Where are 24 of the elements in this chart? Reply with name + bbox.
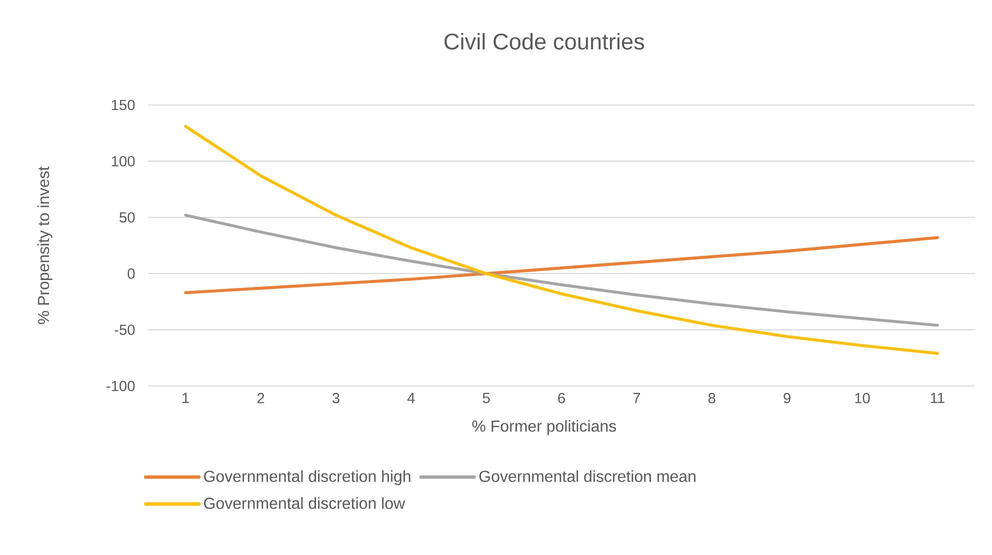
y-tick-label: 0 bbox=[128, 268, 135, 279]
x-tick-label: 6 bbox=[558, 392, 565, 404]
x-tick-label: 4 bbox=[407, 392, 415, 404]
chart-title: Civil Code countries bbox=[444, 32, 644, 50]
x-tick-label: 8 bbox=[708, 392, 716, 404]
x-tick-label: 1 bbox=[182, 392, 189, 404]
x-axis-title: % Former politicians bbox=[472, 420, 616, 435]
x-tick-label: 10 bbox=[855, 392, 870, 404]
x-tick-label: 3 bbox=[332, 392, 340, 404]
x-tick-label: 7 bbox=[633, 392, 640, 404]
y-axis-title: % Propensity to invest bbox=[37, 166, 52, 324]
x-tick-label: 11 bbox=[930, 392, 944, 404]
line-series bbox=[184, 124, 939, 355]
y-tick-label: -50 bbox=[114, 324, 135, 335]
y-tick-label: -100 bbox=[106, 380, 135, 392]
y-tick-label: 150 bbox=[112, 100, 135, 110]
y-tick-label: 100 bbox=[112, 156, 135, 166]
y-tick-label: 50 bbox=[120, 212, 135, 223]
legend-label: Governmental discretion low bbox=[204, 497, 406, 509]
legend-label: Governmental discretion mean bbox=[479, 470, 696, 482]
x-tick-label: 9 bbox=[784, 392, 790, 404]
x-tick-label: 2 bbox=[257, 392, 264, 404]
legend-label: Governmental discretion high bbox=[204, 470, 410, 486]
x-tick-label: 5 bbox=[482, 392, 490, 404]
